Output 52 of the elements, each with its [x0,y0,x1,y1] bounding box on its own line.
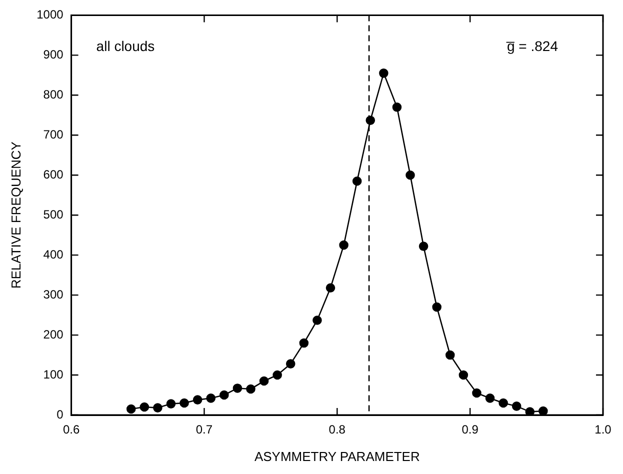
point [206,394,216,403]
point [299,338,309,348]
point [432,302,442,312]
point [259,376,269,386]
point [232,384,242,393]
y-tick-label: 1000 [36,8,64,22]
point [272,370,282,380]
y-tick-label: 700 [43,127,64,142]
point [472,388,482,398]
point [418,242,428,251]
point [458,370,468,380]
y-tick-label: 800 [43,87,64,102]
point [366,116,376,125]
y-tick-label: 0 [56,407,64,422]
y-tick-label: 300 [43,287,64,302]
point [538,406,548,415]
point [326,283,336,293]
y-tick-label: 100 [43,367,64,382]
point [352,176,362,186]
x-tick-label: 0.7 [196,422,213,437]
point [485,394,495,403]
y-tick-label: 400 [43,247,64,262]
point [512,402,522,411]
x-tick-label: 1.0 [594,422,612,437]
point [312,316,322,325]
point [180,398,189,408]
x-tick-label: 0.6 [62,422,80,437]
point [339,240,348,250]
annotation: g̅ = .824 [505,38,558,54]
point [220,390,229,400]
point [498,398,508,408]
point [445,350,455,360]
point [140,402,150,412]
point [379,68,388,78]
y-tick-label: 900 [43,47,64,62]
point [406,170,415,180]
point [153,403,162,412]
y-axis-title: RELATIVE FREQUENCY [8,141,24,289]
x-tick-label: 0.8 [328,422,346,437]
point [246,384,256,394]
point [166,399,176,408]
point [286,359,296,368]
annotation: all clouds [96,38,155,54]
point [525,407,535,415]
y-tick-label: 200 [43,327,64,342]
x-axis-title: ASYMMETRY PARAMETER [254,448,420,464]
x-tick-label: 0.9 [462,422,479,437]
point [192,395,202,404]
y-tick-label: 500 [43,207,64,222]
point [126,404,136,414]
y-tick-label: 600 [43,167,64,182]
point [392,102,402,112]
